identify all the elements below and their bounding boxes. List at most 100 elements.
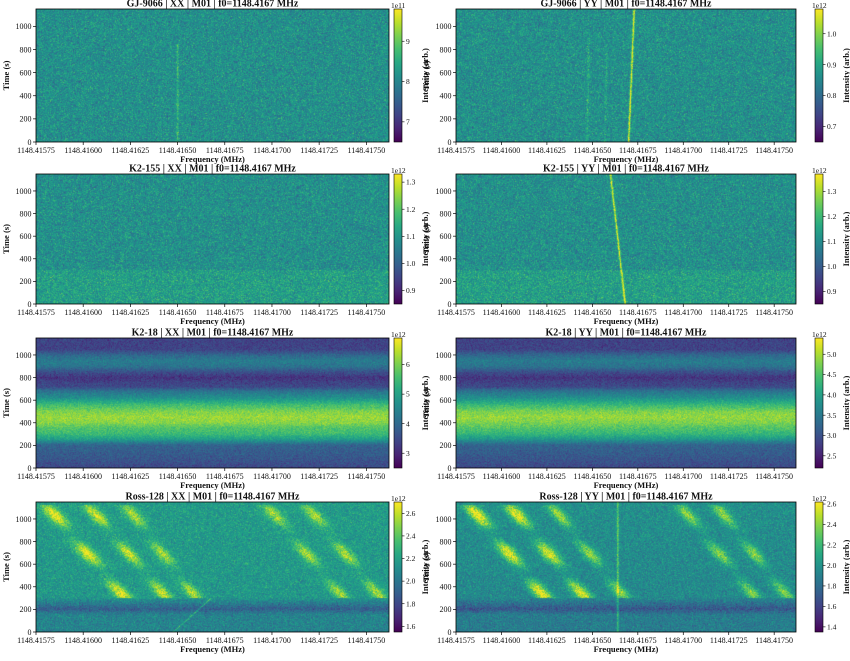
y-tick-label: 200 bbox=[20, 115, 32, 124]
colorbar-tick-label: 1.0 bbox=[827, 29, 837, 38]
x-tick-label: 1148.41600 bbox=[483, 472, 521, 481]
spectrogram-panel: GJ-9066 | XX | M01 | f0=1148.4167 MHz 114… bbox=[1, 0, 430, 164]
y-tick-label: 400 bbox=[440, 419, 452, 428]
heatmap-image bbox=[36, 9, 389, 142]
y-tick-label: 800 bbox=[440, 537, 452, 546]
x-tick-label: 1148.41750 bbox=[347, 308, 385, 317]
x-tick-label: 1148.41725 bbox=[300, 146, 338, 155]
colorbar-tick-label: 2.4 bbox=[406, 532, 416, 541]
x-tick-label: 1148.41675 bbox=[619, 146, 657, 155]
y-tick-label: 800 bbox=[20, 537, 32, 546]
colorbar-tick-label: 1.4 bbox=[827, 622, 837, 631]
colorbar-tick-label: 3 bbox=[406, 449, 410, 458]
plot-frame bbox=[35, 173, 390, 305]
colorbar-tick-label: 1.2 bbox=[406, 205, 416, 214]
y-tick-label: 1000 bbox=[16, 22, 32, 31]
y-tick-label: 1000 bbox=[16, 187, 32, 196]
x-axis-label: Frequency (MHz) bbox=[180, 480, 245, 490]
y-axis-label: Time (s) bbox=[421, 60, 431, 90]
x-tick-label: 1148.41600 bbox=[483, 146, 521, 155]
heatmap-image bbox=[456, 338, 796, 468]
x-tick-label: 1148.41625 bbox=[112, 146, 150, 155]
x-tick-label: 1148.41600 bbox=[64, 146, 102, 155]
y-tick-label: 200 bbox=[20, 441, 32, 450]
x-tick-label: 1148.41650 bbox=[574, 308, 612, 317]
colorbar-tick-label: 5 bbox=[406, 390, 410, 399]
x-tick-label: 1148.41650 bbox=[159, 308, 197, 317]
x-tick-label: 1148.41700 bbox=[664, 308, 702, 317]
x-tick-label: 1148.41600 bbox=[483, 636, 521, 645]
y-tick-label: 600 bbox=[20, 232, 32, 241]
colorbar-exponent: 1e12 bbox=[812, 494, 827, 503]
colorbar-tick-label: 7 bbox=[406, 117, 410, 126]
x-tick-label: 1148.41625 bbox=[112, 472, 150, 481]
heatmap-image bbox=[456, 9, 796, 142]
y-tick-label: 400 bbox=[440, 92, 452, 101]
colorbar-tick-label: 2.6 bbox=[406, 509, 416, 518]
x-tick-label: 1148.41675 bbox=[206, 636, 244, 645]
x-tick-label: 1148.41700 bbox=[253, 472, 291, 481]
spectrogram-panel: K2-18 | XX | M01 | f0=1148.4167 MHz 1148.… bbox=[1, 328, 430, 491]
y-tick-label: 800 bbox=[20, 209, 32, 218]
x-tick-label: 1148.41750 bbox=[347, 472, 385, 481]
colorbar-tick-label: 2.6 bbox=[827, 500, 837, 509]
x-axis-label: Frequency (MHz) bbox=[594, 644, 659, 654]
colorbar-tick-label: 3.5 bbox=[827, 411, 837, 420]
panel-title: GJ-9066 | XX | M01 | f0=1148.4167 MHz bbox=[127, 0, 299, 10]
x-tick-label: 1148.41750 bbox=[755, 472, 793, 481]
y-tick-label: 600 bbox=[440, 232, 452, 241]
colorbar-tick-label: 0.9 bbox=[827, 60, 837, 69]
spectrogram-panel: GJ-9066 | YY | M01 | f0=1148.4167 MHz 114… bbox=[421, 0, 850, 164]
x-tick-label: 1148.41575 bbox=[17, 636, 55, 645]
colorbar-tick-label: 2.2 bbox=[406, 554, 416, 563]
plot-frame bbox=[455, 337, 797, 469]
colorbar-exponent: 1e12 bbox=[812, 330, 827, 339]
spectrogram-panel: Ross-128 | XX | M01 | f0=1148.4167 MHz 11… bbox=[1, 492, 430, 655]
panel-title: Ross-128 | YY | M01 | f0=1148.4167 MHz bbox=[539, 492, 713, 503]
x-tick-label: 1148.41725 bbox=[710, 472, 748, 481]
heatmap-image bbox=[36, 338, 389, 468]
x-tick-label: 1148.41725 bbox=[710, 146, 748, 155]
x-tick-label: 1148.41625 bbox=[528, 308, 566, 317]
y-tick-label: 400 bbox=[20, 255, 32, 264]
colorbar-tick-label: 4.5 bbox=[827, 370, 837, 379]
heatmap-image bbox=[456, 174, 796, 304]
x-tick-label: 1148.41650 bbox=[574, 146, 612, 155]
x-tick-label: 1148.41700 bbox=[664, 472, 702, 481]
x-tick-label: 1148.41575 bbox=[17, 146, 55, 155]
x-tick-label: 1148.41675 bbox=[206, 308, 244, 317]
x-tick-label: 1148.41650 bbox=[159, 636, 197, 645]
colorbar bbox=[814, 501, 824, 633]
x-tick-label: 1148.41725 bbox=[300, 636, 338, 645]
x-tick-label: 1148.41625 bbox=[528, 472, 566, 481]
x-tick-label: 1148.41725 bbox=[300, 308, 338, 317]
colorbar bbox=[814, 8, 824, 143]
x-tick-label: 1148.41750 bbox=[347, 146, 385, 155]
x-tick-label: 1148.41575 bbox=[437, 308, 475, 317]
x-tick-label: 1148.41675 bbox=[619, 636, 657, 645]
colorbar-label: Intensity (arb.) bbox=[841, 539, 850, 594]
x-axis-label: Frequency (MHz) bbox=[594, 480, 659, 490]
colorbar-exponent: 1e12 bbox=[391, 330, 406, 339]
y-tick-label: 0 bbox=[28, 138, 32, 147]
x-tick-label: 1148.41625 bbox=[112, 308, 150, 317]
x-tick-label: 1148.41575 bbox=[437, 146, 475, 155]
y-tick-label: 0 bbox=[28, 628, 32, 637]
x-tick-label: 1148.41575 bbox=[17, 308, 55, 317]
y-axis-label: Time (s) bbox=[421, 224, 431, 254]
x-tick-label: 1148.41675 bbox=[619, 308, 657, 317]
colorbar-tick-label: 2.5 bbox=[827, 451, 837, 460]
y-tick-label: 800 bbox=[440, 209, 452, 218]
spectrogram-panel: K2-18 | YY | M01 | f0=1148.4167 MHz 1148.… bbox=[421, 328, 850, 491]
x-tick-label: 1148.41675 bbox=[206, 146, 244, 155]
x-tick-label: 1148.41725 bbox=[710, 636, 748, 645]
panel-title: K2-18 | YY | M01 | f0=1148.4167 MHz bbox=[546, 328, 708, 339]
x-tick-label: 1148.41675 bbox=[619, 472, 657, 481]
y-tick-label: 0 bbox=[28, 300, 32, 309]
x-axis-label: Frequency (MHz) bbox=[594, 316, 659, 326]
colorbar-tick-label: 1.6 bbox=[406, 622, 416, 631]
x-tick-label: 1148.41600 bbox=[483, 308, 521, 317]
x-tick-label: 1148.41750 bbox=[755, 636, 793, 645]
y-axis-label: Time (s) bbox=[1, 60, 11, 90]
